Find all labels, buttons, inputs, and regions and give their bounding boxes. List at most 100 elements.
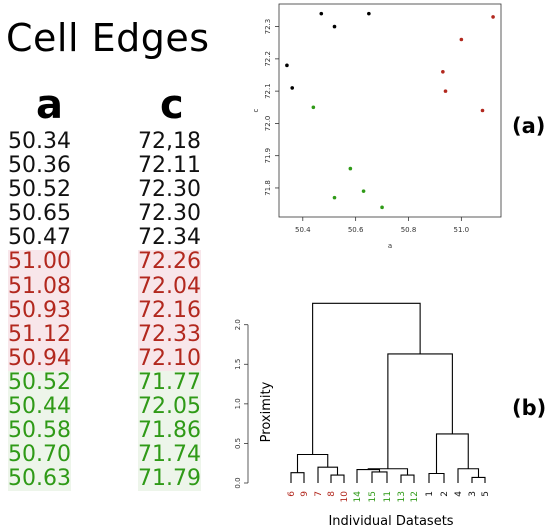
data-point: [491, 15, 495, 19]
y-axis-label: Proximity: [259, 381, 274, 442]
y-tick-label: 72.1: [264, 83, 272, 99]
leaf-label: 8: [327, 491, 337, 497]
cell-c: 72.33: [138, 321, 201, 347]
data-point: [441, 69, 445, 74]
cell-c: 71.86: [138, 418, 201, 444]
leaf-label: 2: [440, 491, 450, 497]
data-table: 50.34 72,18 50.36 72.11 50.52 72.30 50.65 72.30…: [6, 129, 212, 492]
dendrogram-branch: [296, 453, 329, 473]
y-tick-label: 2.0: [234, 319, 242, 330]
table-row: 50.52 71.77: [6, 369, 212, 396]
dendrogram-branch: [435, 433, 469, 474]
cell-c: 72.16: [138, 297, 201, 323]
x-tick-label: 50.4: [295, 226, 311, 234]
dendrogram-branch: [400, 474, 415, 483]
data-point: [459, 37, 464, 42]
cell-a: 50.34: [8, 129, 71, 154]
x-tick-label: 50.8: [401, 226, 417, 234]
cell-c: 72.34: [138, 225, 201, 251]
data-point: [332, 24, 337, 29]
y-tick-label: 71.8: [264, 180, 272, 196]
dendrogram-branch: [387, 353, 453, 469]
y-tick-label: 1.5: [234, 359, 242, 370]
table-row: 50.47 72.34: [6, 226, 212, 250]
table-row: 50.93 72.16: [6, 297, 212, 323]
leaf-label: 1: [425, 491, 435, 497]
leaf-label: 3: [468, 491, 478, 497]
dendrogram-branch: [428, 472, 445, 483]
data-point: [332, 195, 337, 200]
x-tick-label: 50.6: [348, 226, 364, 234]
dendrogram-branch: [330, 474, 345, 483]
cell-c: 72.11: [138, 153, 201, 179]
cell-a: 50.94: [8, 345, 71, 371]
cell-c: 71.79: [138, 466, 201, 492]
cell-c: 72.04: [138, 273, 201, 299]
data-point: [380, 205, 384, 210]
table-row: 50.94 72.10: [6, 345, 212, 371]
column-header-c: c: [160, 82, 184, 128]
leaf-label: 9: [300, 491, 310, 497]
cell-a: 51.08: [8, 273, 71, 299]
leaf-label: 4: [454, 491, 464, 497]
dendrogram-branch: [312, 302, 421, 455]
x-axis-label: Individual Datasets: [328, 514, 453, 529]
data-point: [367, 11, 371, 16]
data-point: [348, 166, 353, 171]
figure-title: Cell Edges: [6, 16, 210, 60]
cell-a: 50.47: [8, 225, 71, 251]
table-row: 50.36 72.11: [6, 153, 212, 179]
cell-c: 71.77: [138, 369, 201, 396]
cell-c: 72.10: [138, 345, 201, 371]
cell-a: 50.44: [8, 394, 71, 420]
dendrogram-branch: [457, 468, 480, 483]
cell-a: 51.00: [8, 249, 71, 275]
table-row: 50.65 72.30: [6, 202, 212, 226]
y-tick-label: 72.0: [264, 116, 272, 132]
cell-a: 50.58: [8, 418, 71, 444]
data-point: [480, 108, 485, 113]
data-point: [361, 189, 366, 193]
y-tick-label: 1.0: [234, 398, 242, 409]
cell-c: 72.26: [138, 249, 201, 275]
y-tick-label: 71.9: [264, 148, 272, 164]
dendrogram-branch: [471, 476, 486, 483]
plot-frame: [278, 3, 502, 218]
cell-a: 50.52: [8, 369, 71, 396]
data-point: [319, 11, 324, 16]
cell-c: 71.74: [138, 442, 201, 468]
cell-a: 50.70: [8, 442, 71, 468]
table-row: 51.12 72.33: [6, 321, 212, 347]
table-row: 50.70 71.74: [6, 442, 212, 468]
table-row: 51.00 72.26: [6, 249, 212, 275]
cell-c: 72,18: [138, 129, 201, 154]
cell-a: 50.65: [8, 201, 71, 227]
y-tick-label: 72.2: [264, 51, 272, 67]
y-tick-label: 0.0: [234, 477, 242, 488]
data-point: [285, 63, 289, 68]
cell-c: 72.05: [138, 394, 201, 420]
cell-a: 51.12: [8, 321, 71, 347]
table-row: 50.52 72.30: [6, 178, 212, 202]
leaf-label: 13: [397, 491, 407, 502]
cell-a: 50.52: [8, 177, 71, 203]
cell-a: 50.36: [8, 153, 71, 179]
table-row: 50.58 71.86: [6, 418, 212, 444]
x-axis-label: a: [388, 242, 392, 250]
leaf-label: 14: [353, 491, 363, 503]
table-row: 50.63 71.79: [6, 466, 212, 492]
leaf-label: 11: [383, 491, 393, 502]
leaf-label: 10: [340, 491, 350, 503]
leaf-label: 7: [314, 491, 324, 497]
table-row: 51.08 72.04: [6, 273, 212, 299]
cell-c: 72.30: [138, 201, 201, 227]
table-row: 50.44 72.05: [6, 394, 212, 420]
data-point: [290, 86, 295, 90]
dendrogram-branch: [290, 472, 305, 483]
leaf-label: 15: [368, 491, 378, 502]
y-tick-label: 72.3: [264, 19, 272, 35]
cell-a: 50.63: [8, 466, 71, 492]
y-tick-label: 0.5: [234, 438, 242, 449]
